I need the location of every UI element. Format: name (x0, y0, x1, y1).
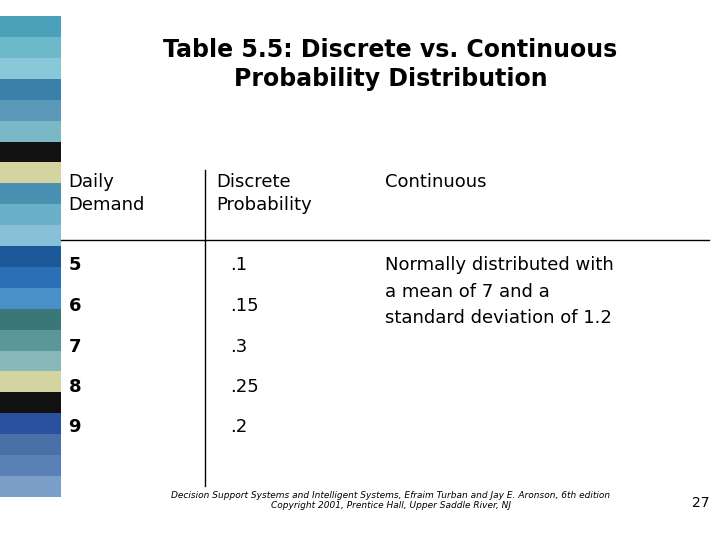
Text: 8: 8 (68, 378, 81, 396)
Text: Daily
Demand: Daily Demand (68, 173, 145, 214)
Text: Decision Support Systems and Intelligent Systems, Efraim Turban and Jay E. Arons: Decision Support Systems and Intelligent… (171, 491, 610, 510)
Text: Discrete
Probability: Discrete Probability (216, 173, 312, 214)
Text: Continuous: Continuous (385, 173, 487, 191)
Text: Normally distributed with
a mean of 7 and a
standard deviation of 1.2: Normally distributed with a mean of 7 an… (385, 256, 614, 327)
Text: Table 5.5: Discrete vs. Continuous
Probability Distribution: Table 5.5: Discrete vs. Continuous Proba… (163, 38, 618, 91)
Text: 5: 5 (68, 256, 81, 274)
Text: 27: 27 (692, 496, 709, 510)
Text: .2: .2 (230, 418, 248, 436)
Text: .15: .15 (230, 297, 259, 315)
Text: .1: .1 (230, 256, 248, 274)
Text: .25: .25 (230, 378, 259, 396)
Text: 7: 7 (68, 338, 81, 355)
Text: 6: 6 (68, 297, 81, 315)
Text: 9: 9 (68, 418, 81, 436)
Text: .3: .3 (230, 338, 248, 355)
